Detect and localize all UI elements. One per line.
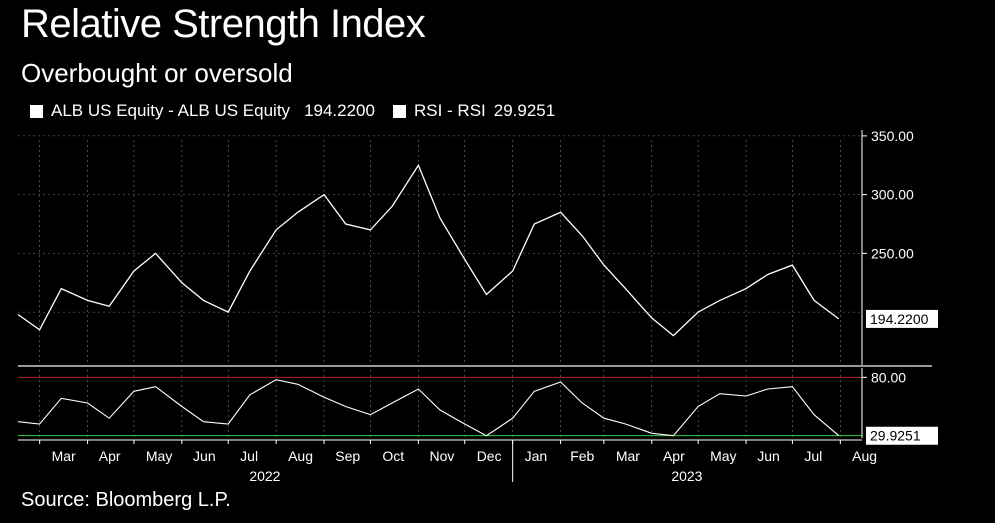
- x-month-label: Jul: [240, 448, 258, 464]
- rsi-last-value-label: 29.9251: [870, 428, 921, 444]
- x-month-label: May: [710, 448, 736, 464]
- x-month-label: Apr: [663, 448, 685, 464]
- source-note: Source: Bloomberg L.P.: [21, 489, 231, 511]
- x-month-label: Feb: [570, 448, 594, 464]
- x-month-label: Dec: [477, 448, 502, 464]
- x-month-label: Sep: [335, 448, 360, 464]
- x-month-label: Aug: [288, 448, 313, 464]
- price-tick-label: 350.00: [871, 128, 914, 144]
- x-month-label: Oct: [382, 448, 404, 464]
- legend-item-rsi: RSI - RSI 29.9251: [392, 101, 556, 121]
- rsi-last-value-box: [866, 426, 938, 445]
- legend: ALB US Equity - ALB US Equity 194.2200 R…: [30, 101, 555, 121]
- rsi-series-line: [17, 379, 840, 437]
- x-month-label: Aug: [852, 448, 877, 464]
- chart-subtitle: Overbought or oversold: [21, 58, 293, 88]
- price-tick-label: 300.00: [871, 187, 914, 203]
- legend-swatch-rsi: [392, 104, 406, 118]
- x-month-label: Jul: [804, 448, 822, 464]
- price-last-value-label: 194.2200: [870, 311, 929, 327]
- price-tick-label: 250.00: [871, 245, 914, 261]
- legend-rsi-label: RSI - RSI: [413, 101, 486, 120]
- x-year-label: 2022: [249, 468, 280, 484]
- legend-rsi-value: 29.9251: [493, 101, 556, 120]
- legend-price-value: 194.2200: [304, 101, 375, 120]
- x-month-label: Mar: [616, 448, 640, 464]
- x-year-label: 2023: [671, 468, 702, 484]
- x-month-label: Nov: [430, 448, 455, 464]
- x-month-label: Jun: [193, 448, 216, 464]
- x-month-label: Jun: [757, 448, 780, 464]
- price-series-line: [17, 163, 840, 337]
- chart-title: Relative Strength Index: [21, 2, 426, 46]
- x-month-label: Mar: [52, 448, 76, 464]
- legend-swatch-price: [30, 104, 43, 118]
- rsi-tick-label: 80.00: [871, 369, 906, 385]
- legend-item-price: ALB US Equity - ALB US Equity 194.2200: [30, 101, 375, 121]
- x-month-label: Apr: [99, 448, 121, 464]
- price-last-value-box: [866, 309, 938, 328]
- legend-price-label: ALB US Equity - ALB US Equity: [51, 101, 291, 120]
- x-month-label: May: [146, 448, 172, 464]
- x-month-label: Jan: [525, 448, 548, 464]
